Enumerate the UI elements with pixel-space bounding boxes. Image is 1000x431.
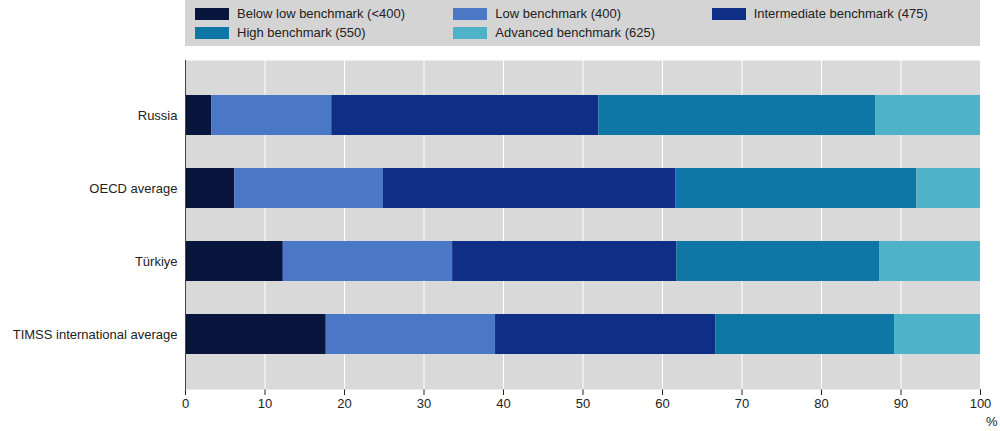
- svg-text:0: 0: [182, 396, 189, 411]
- svg-text:90: 90: [894, 396, 908, 411]
- svg-text:Russia: Russia: [138, 108, 179, 123]
- svg-text:20: 20: [337, 396, 351, 411]
- svg-text:50: 50: [576, 396, 590, 411]
- svg-text:40: 40: [496, 396, 510, 411]
- svg-text:60: 60: [655, 396, 669, 411]
- svg-text:70: 70: [735, 396, 749, 411]
- html-text:High benchmark (550): High benchmark (550): [237, 25, 366, 40]
- svg-text:30: 30: [417, 396, 431, 411]
- svg-text:%: %: [986, 414, 998, 428]
- html-text:Intermediate benchmark (475): Intermediate benchmark (475): [753, 6, 928, 21]
- html-text:Below low benchmark (<400): Below low benchmark (<400): [237, 6, 405, 21]
- html-text:Low benchmark (400): Low benchmark (400): [495, 6, 622, 21]
- svg-text:100: 100: [970, 396, 992, 411]
- svg-text:80: 80: [814, 396, 828, 411]
- svg-text:Türkiye: Türkiye: [135, 254, 178, 269]
- svg-text:10: 10: [258, 396, 272, 411]
- svg-text:OECD average: OECD average: [89, 181, 177, 196]
- html-text:Advanced benchmark (625): Advanced benchmark (625): [495, 25, 655, 40]
- svg-text:TIMSS international average: TIMSS international average: [13, 327, 178, 342]
